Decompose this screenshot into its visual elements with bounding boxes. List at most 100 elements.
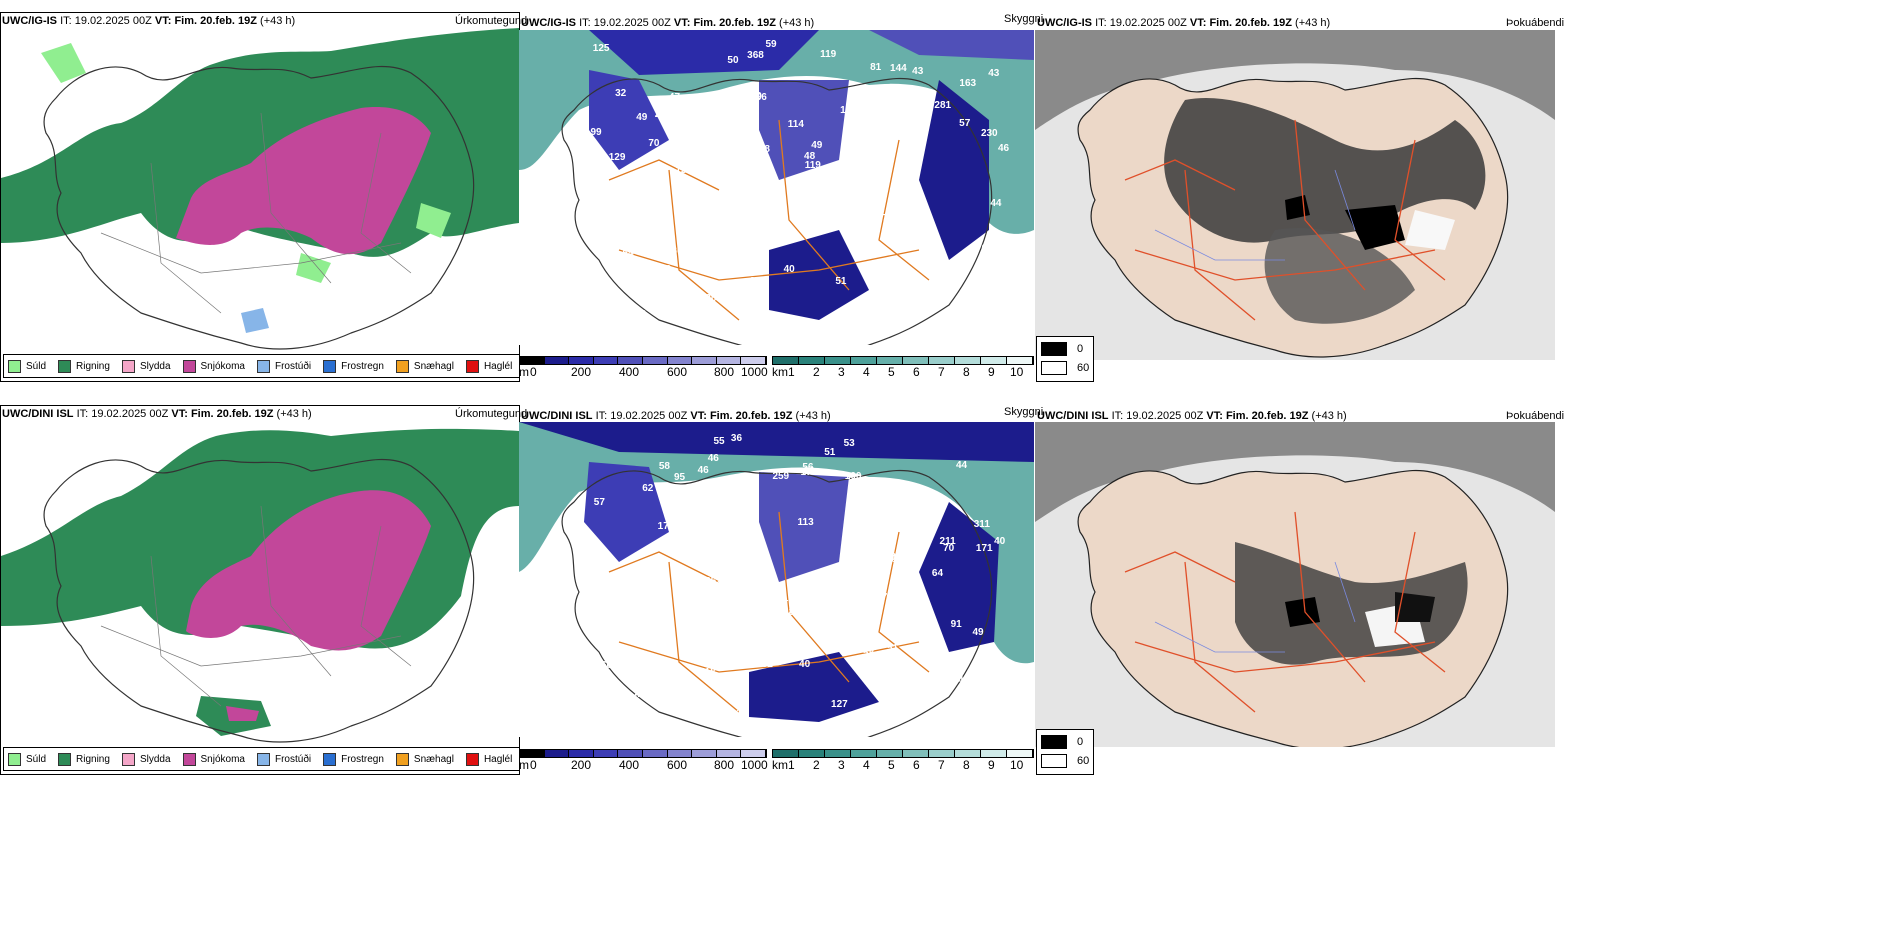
cloud-base-label: 330 [952, 304, 970, 316]
cloud-base-label: 518 [699, 666, 716, 678]
cloud-base-label: 120 [675, 597, 693, 609]
vis-bar-tick: 5 [888, 365, 895, 379]
header-precip-bottom: UWC/DINI ISL IT: 19.02.2025 00Z VT: Fim.… [2, 408, 312, 420]
legend-item: Haglél [465, 752, 512, 766]
vt-value: Fim. 20.feb. 19Z [190, 408, 274, 420]
header-vis-bottom: UWC/DINI ISL IT: 19.02.2025 00Z VT: Fim.… [521, 410, 831, 422]
lead-time: (+43 h) [1311, 410, 1347, 422]
colorbar-cell [716, 750, 742, 757]
vis-bar-tick: 1 [788, 758, 795, 772]
cloud-base-label: 113 [797, 516, 814, 528]
fog-legend-black: 0 [1041, 735, 1083, 749]
colorbar-cell [642, 750, 668, 757]
cloud-base-label: 230 [980, 127, 998, 139]
cloud-base-label: 58 [862, 648, 875, 660]
cloud-base-label: 341 [734, 183, 751, 195]
lead-time: (+43 h) [779, 17, 815, 29]
vt-value: Fim. 20.feb. 19Z [693, 17, 776, 29]
cloud-base-label: 42 [859, 208, 871, 220]
fog-legend-black-label: 0 [1077, 736, 1084, 748]
header-fog-bottom: UWC/DINI ISL IT: 19.02.2025 00Z VT: Fim.… [1037, 410, 1347, 422]
cloud-base-label: 50 [727, 55, 739, 67]
cloud-base-label: 259 [772, 471, 790, 483]
legend-label: Frostúði [274, 360, 312, 372]
cloud-base-label: 67 [980, 710, 992, 722]
cloud-base-label: 211 [939, 536, 956, 548]
cloud-bar-cells [519, 356, 767, 365]
cloud-base-label: 66 [755, 91, 767, 103]
cloud-base-label: 83 [670, 300, 682, 312]
cloud-base-label: 47 [891, 613, 904, 625]
colorbar-cell [825, 750, 851, 757]
cloud-base-label: 66 [671, 245, 683, 257]
cloud-base-label: 78 [684, 554, 696, 566]
colorbar-cell [851, 750, 877, 757]
legend-label: Frostregn [341, 753, 384, 765]
it-value: 19.02.2025 00Z [610, 410, 688, 422]
cloud-base-label: 199 [584, 126, 602, 138]
cloud-base-label: 49 [972, 626, 984, 638]
cloud-base-label: 48 [804, 151, 816, 163]
cloud-base-label: 61 [670, 127, 682, 139]
cloud-base-label: 418 [879, 552, 896, 564]
cloud-base-label: 64 [931, 567, 944, 579]
cloud-base-label: 64 [622, 247, 634, 259]
legend-swatch [323, 752, 337, 766]
legend-swatch [121, 752, 135, 766]
fog-legend-black: 0 [1041, 342, 1083, 356]
colorbar-cell [667, 357, 693, 364]
cloud-base-label: 55 [591, 292, 603, 304]
fog-legend-white: 60 [1041, 361, 1089, 375]
colorbar-cell [981, 357, 1007, 364]
cloud-base-label: 82 [590, 279, 602, 290]
vt-label: VT: [1189, 17, 1207, 29]
colorbar-cell [981, 750, 1007, 757]
header-precip-top: UWC/IG-IS IT: 19.02.2025 00Z VT: Fim. 20… [2, 15, 295, 27]
legend-label: Frostregn [341, 360, 384, 372]
colorbar-cell [618, 357, 643, 364]
vis-bar-tick: 10 [1010, 365, 1024, 379]
cloud-base-label: 53 [843, 438, 855, 450]
vis-bar-unit: km [772, 758, 788, 772]
cloud-bar-tick: 200 [571, 758, 592, 772]
vis-bar-tick: 9 [988, 365, 995, 379]
cloud-base-label: 281 [934, 100, 952, 112]
vis-bar-tick: 3 [838, 758, 845, 772]
cloud-base-label: 124 [968, 668, 986, 680]
legend-item: Haglél [465, 359, 512, 373]
cloud-base-label: 47 [668, 92, 681, 104]
it-label: IT: [1111, 410, 1124, 422]
colorbar-cell [851, 357, 877, 364]
cloud-base-label: 44 [947, 273, 959, 284]
it-value: 19.02.2025 00Z [1109, 17, 1187, 29]
cloud-base-label: 96 [702, 710, 714, 722]
colorbar-cell [1007, 357, 1033, 364]
cloud-base-label: 70 [943, 543, 955, 555]
cloud-base-label: 70 [648, 137, 660, 149]
cloud-base-label: 210 [628, 324, 646, 336]
legend-label: Rigning [76, 360, 110, 372]
cloud-base-label: 181 [603, 590, 621, 602]
legend-item: Snæhagl [395, 359, 454, 373]
legend-item: Rigning [58, 359, 110, 373]
vis-bar-tick: 8 [963, 758, 970, 772]
cloud-base-label: 98 [705, 125, 717, 137]
colorbar-cell [520, 357, 545, 364]
cloud-base-label: 72 [907, 530, 919, 542]
cloud-base-label: 122 [595, 310, 613, 322]
cloud-base-label: 67 [876, 212, 888, 224]
cloud-base-label: 40 [799, 659, 811, 671]
legend-label: Snjókoma [200, 753, 245, 765]
vt-label: VT: [171, 408, 188, 420]
colorbar-cell [773, 357, 799, 364]
cloud-base-label: 63 [981, 242, 993, 254]
vis-bar-tick: 3 [838, 365, 845, 379]
cloud-base-label: 32 [761, 658, 773, 670]
it-label: IT: [60, 15, 72, 27]
vis-title-top: Skyggni [1004, 13, 1044, 25]
cloud-base-label: 73 [699, 530, 711, 542]
vis-bar-tick: 7 [938, 365, 945, 379]
cloud-base-label: 46 [697, 465, 709, 477]
legend-label: Snjókoma [200, 360, 245, 372]
legend-swatch [58, 359, 72, 373]
